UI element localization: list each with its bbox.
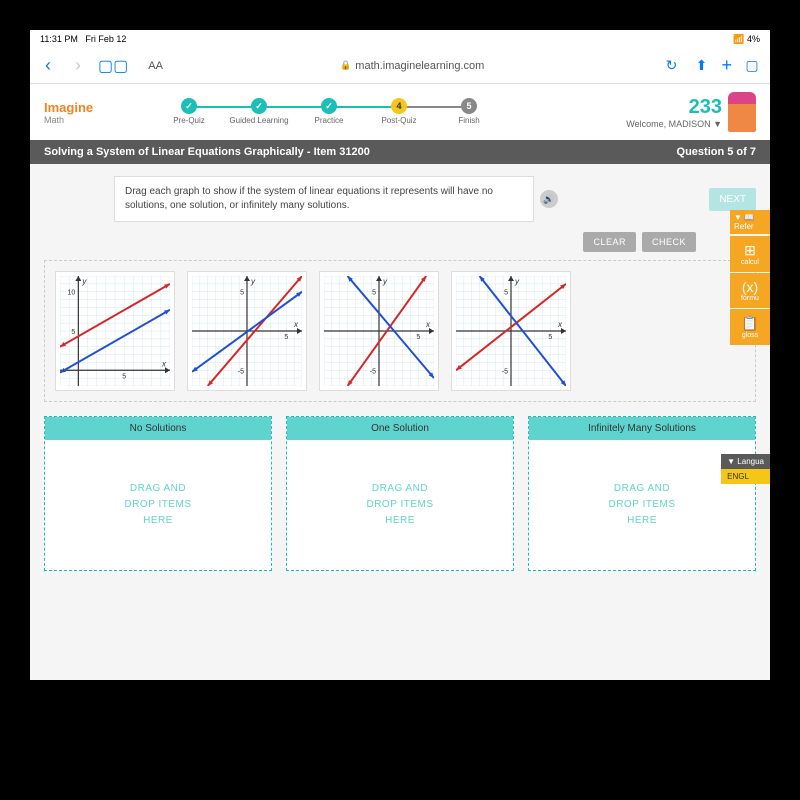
svg-text:-5: -5: [502, 368, 508, 375]
progress-step[interactable]: 4 Post-Quiz: [364, 98, 434, 126]
svg-text:5: 5: [240, 290, 244, 297]
svg-text:x: x: [557, 320, 563, 329]
status-time: 11:31 PM: [40, 34, 78, 44]
drop-zone[interactable]: No SolutionsDRAG ANDDROP ITEMSHERE: [44, 416, 272, 571]
language-panel: ▼ Langua ENGL: [721, 454, 770, 484]
drop-zone-label: One Solution: [287, 417, 513, 440]
audio-button[interactable]: 🔊: [540, 190, 558, 208]
logo-line1: Imagine: [44, 100, 114, 115]
reload-button[interactable]: ↻: [661, 57, 681, 74]
svg-text:-5: -5: [238, 368, 244, 375]
drop-zone-label: Infinitely Many Solutions: [529, 417, 755, 440]
logo-line2: Math: [44, 115, 114, 125]
graph-intersecting-c[interactable]: 5-55xy: [451, 271, 571, 391]
status-date: Fri Feb 12: [85, 34, 126, 44]
step-label: Guided Learning: [229, 117, 288, 126]
points-value: 233: [626, 96, 722, 119]
drop-zone[interactable]: Infinitely Many SolutionsDRAG ANDDROP IT…: [528, 416, 756, 571]
question-counter: Question 5 of 7: [677, 146, 756, 158]
instruction-text: Drag each graph to show if the system of…: [114, 176, 534, 222]
svg-text:y: y: [81, 277, 87, 286]
screen: 11:31 PM Fri Feb 12 📶 4% ‹ › ▢▢ AA 🔒 mat…: [30, 30, 770, 680]
tabs-button[interactable]: ▢: [742, 57, 762, 74]
tablet-frame: 11:31 PM Fri Feb 12 📶 4% ‹ › ▢▢ AA 🔒 mat…: [0, 0, 800, 800]
status-right: 📶 4%: [733, 34, 760, 45]
svg-text:5: 5: [548, 334, 552, 341]
forward-button[interactable]: ›: [68, 55, 88, 76]
drop-zone[interactable]: One SolutionDRAG ANDDROP ITEMSHERE: [286, 416, 514, 571]
progress-step[interactable]: 5 Finish: [434, 98, 504, 126]
step-circle: ✓: [321, 98, 337, 114]
svg-text:5: 5: [71, 329, 75, 336]
app-logo[interactable]: Imagine Math: [44, 100, 114, 125]
svg-text:x: x: [425, 320, 431, 329]
tool-button[interactable]: 📋gloss: [730, 309, 770, 345]
progress-step[interactable]: ✓ Guided Learning: [224, 98, 294, 126]
svg-text:-5: -5: [370, 368, 376, 375]
progress-step[interactable]: ✓ Pre-Quiz: [154, 98, 224, 126]
tool-button[interactable]: ⊞calcul: [730, 236, 770, 272]
instruction-row: Drag each graph to show if the system of…: [44, 176, 756, 222]
next-button[interactable]: NEXT: [709, 188, 756, 211]
browser-toolbar: ‹ › ▢▢ AA 🔒 math.imaginelearning.com ↻ ⬆…: [30, 48, 770, 84]
step-label: Practice: [315, 117, 344, 126]
lock-icon: 🔒: [340, 60, 351, 71]
reference-toggle[interactable]: ▼ 📖Refer: [730, 210, 770, 234]
text-size-button[interactable]: AA: [148, 60, 163, 72]
step-label: Finish: [458, 117, 479, 126]
step-circle: 4: [391, 98, 407, 114]
graph-parallel-q1[interactable]: 5 5 10 x y: [55, 271, 175, 391]
clear-button[interactable]: CLEAR: [583, 232, 636, 252]
lesson-title: Solving a System of Linear Equations Gra…: [44, 146, 370, 158]
svg-text:x: x: [161, 359, 167, 368]
svg-text:x: x: [293, 320, 299, 329]
bookmarks-icon[interactable]: ▢▢: [98, 56, 128, 76]
url-bar[interactable]: 🔒 math.imaginelearning.com: [173, 60, 652, 72]
svg-text:5: 5: [504, 290, 508, 297]
welcome-text[interactable]: Welcome, MADISON ▼: [626, 119, 722, 129]
drop-zone-label: No Solutions: [45, 417, 271, 440]
back-button[interactable]: ‹: [38, 55, 58, 76]
app-header: Imagine Math ✓ Pre-Quiz ✓ Guided Learning ✓ P…: [30, 84, 770, 140]
drop-zone-placeholder: DRAG ANDDROP ITEMSHERE: [45, 440, 271, 570]
step-circle: ✓: [181, 98, 197, 114]
svg-text:5: 5: [372, 290, 376, 297]
language-english[interactable]: ENGL: [721, 469, 770, 484]
check-button[interactable]: CHECK: [642, 232, 696, 252]
svg-text:10: 10: [68, 290, 76, 297]
graph-intersecting-b[interactable]: 5-55xy: [319, 271, 439, 391]
question-title-bar: Solving a System of Linear Equations Gra…: [30, 140, 770, 164]
graphs-source-row: 5510xy5-55xy5-55xy5-55xy: [44, 260, 756, 402]
progress-step[interactable]: ✓ Practice: [294, 98, 364, 126]
tool-button[interactable]: (x)formu: [730, 273, 770, 308]
welcome-block: 233 Welcome, MADISON ▼: [626, 92, 756, 132]
step-circle: 5: [461, 98, 477, 114]
language-toggle[interactable]: ▼ Langua: [721, 454, 770, 469]
progress-steps: ✓ Pre-Quiz ✓ Guided Learning ✓ Practice 4 Post-…: [154, 98, 504, 126]
svg-text:5: 5: [284, 334, 288, 341]
url-text: math.imaginelearning.com: [355, 60, 484, 72]
status-left: 11:31 PM Fri Feb 12: [40, 34, 126, 44]
svg-text:5: 5: [122, 373, 126, 380]
wifi-icon: 📶: [733, 34, 744, 44]
drop-zone-placeholder: DRAG ANDDROP ITEMSHERE: [287, 440, 513, 570]
step-circle: ✓: [251, 98, 267, 114]
content-area: Drag each graph to show if the system of…: [30, 164, 770, 680]
user-avatar[interactable]: [728, 92, 756, 132]
action-row: CLEAR CHECK: [44, 232, 756, 252]
reference-panel: ▼ 📖Refer ⊞calcul(x)formu📋gloss: [730, 210, 770, 346]
new-tab-button[interactable]: +: [721, 55, 732, 76]
svg-text:5: 5: [416, 334, 420, 341]
ios-status-bar: 11:31 PM Fri Feb 12 📶 4%: [30, 30, 770, 48]
share-button[interactable]: ⬆: [691, 57, 711, 74]
step-label: Pre-Quiz: [173, 117, 205, 126]
step-label: Post-Quiz: [381, 117, 416, 126]
graph-intersecting-a[interactable]: 5-55xy: [187, 271, 307, 391]
battery-level: 4%: [747, 34, 760, 44]
drop-zones-row: No SolutionsDRAG ANDDROP ITEMSHEREOne So…: [44, 416, 756, 571]
